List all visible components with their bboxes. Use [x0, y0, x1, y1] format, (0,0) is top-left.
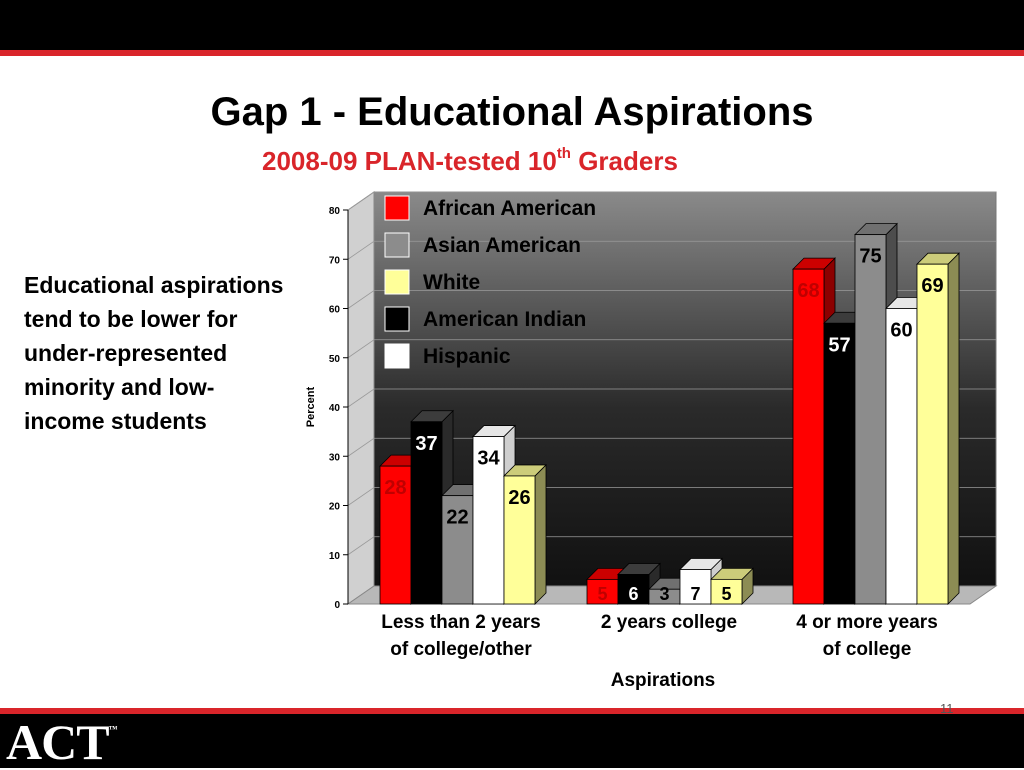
data-label: 5	[597, 584, 607, 604]
bar	[854, 234, 887, 605]
y-tick-label: 0	[334, 600, 340, 611]
x-category-label: 2 years college	[601, 612, 737, 633]
data-label: 34	[477, 448, 500, 470]
bar	[441, 495, 474, 605]
data-label: 22	[446, 507, 468, 529]
bar	[885, 308, 918, 605]
gridline	[347, 487, 996, 506]
legend-swatch	[384, 195, 410, 221]
bar	[410, 421, 443, 605]
bar	[379, 465, 412, 605]
bar-side	[534, 463, 547, 605]
y-tick-label: 30	[329, 452, 341, 463]
data-label: 37	[415, 433, 437, 455]
x-category-label: of college	[823, 639, 912, 660]
bar	[679, 569, 712, 605]
body-text: Educational aspirations tend to be lower…	[24, 272, 284, 434]
legend-label: White	[423, 271, 480, 294]
gridline	[347, 388, 996, 408]
legend-swatch	[384, 343, 410, 369]
gridline	[347, 536, 996, 556]
subtitle-main: 2008-09 PLAN-tested 10	[262, 146, 557, 176]
logo-text: ACT	[6, 714, 110, 770]
subtitle-sup: th	[556, 145, 571, 163]
y-tick-label: 10	[329, 551, 341, 562]
data-label: 26	[508, 487, 530, 509]
top-bar	[0, 0, 1024, 50]
data-label: 69	[921, 275, 943, 297]
x-axis-label: Aspirations	[611, 670, 716, 691]
top-accent-line	[0, 50, 1024, 56]
bar-side	[947, 252, 960, 605]
gridline	[347, 290, 996, 309]
y-tick-label: 80	[329, 206, 341, 217]
page-number: 11	[940, 701, 954, 716]
data-label: 28	[384, 477, 406, 499]
legend-label: African American	[423, 197, 596, 220]
bar	[823, 322, 856, 605]
logo-trademark: ™	[108, 724, 118, 734]
bar	[710, 578, 743, 605]
gridline	[347, 339, 996, 359]
act-logo: ACT™	[6, 714, 118, 770]
data-label: 75	[859, 246, 881, 268]
subtitle-end: Graders	[570, 146, 678, 176]
legend-swatch	[384, 232, 410, 258]
bar	[916, 263, 949, 605]
data-label: 68	[797, 280, 819, 302]
bottom-accent-line	[0, 708, 1024, 714]
legend-label: Hispanic	[423, 345, 511, 368]
bottom-bar	[0, 714, 1024, 768]
x-category-label: Less than 2 years	[381, 612, 540, 633]
x-category-label: of college/other	[390, 639, 532, 660]
data-label: 6	[628, 584, 638, 604]
legend-swatch	[384, 269, 410, 295]
y-tick-label: 50	[329, 354, 341, 365]
slide-subtitle: 2008-09 PLAN-tested 10th Graders	[262, 145, 822, 177]
gridline	[347, 240, 996, 260]
bar	[792, 268, 825, 605]
data-label: 3	[659, 584, 669, 604]
y-tick-label: 40	[329, 403, 341, 414]
bar	[472, 436, 505, 605]
gridline	[347, 437, 996, 457]
legend-label: Asian American	[423, 234, 581, 257]
data-label: 5	[721, 584, 731, 604]
x-category-label: 4 or more years	[796, 612, 938, 633]
y-tick-label: 60	[329, 305, 341, 316]
y-tick-label: 70	[329, 255, 341, 266]
gridline	[347, 191, 996, 211]
bar	[503, 475, 536, 605]
data-label: 7	[690, 584, 700, 604]
legend-label: American Indian	[423, 308, 586, 331]
y-axis-label: Percent	[305, 386, 317, 427]
data-label: 60	[890, 320, 912, 342]
legend-swatch	[384, 306, 410, 332]
data-label: 57	[828, 334, 850, 356]
y-tick-label: 20	[329, 502, 341, 513]
slide-title: Gap 1 - Educational Aspirations	[210, 90, 814, 134]
